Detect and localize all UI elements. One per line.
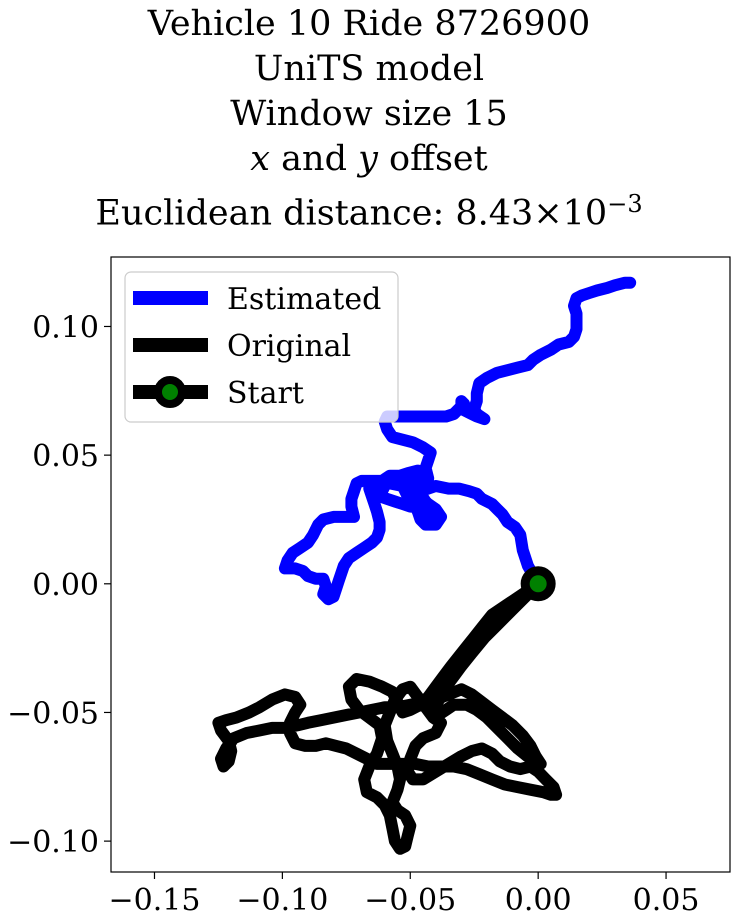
title-line-window: Window size 15 [230,94,508,134]
start-marker [520,566,556,602]
title-line-model: UniTS model [253,49,485,89]
x-tick-label: 0.05 [633,883,700,918]
y-tick-label: 0.05 [32,439,99,474]
title-power-exponent: −3 [607,190,643,218]
legend-label-start: Start [227,376,304,411]
y-tick-label: −0.10 [7,825,99,860]
title-power-base: 10 [562,193,608,234]
x-tick-label: 0.00 [505,883,572,918]
title-line-vehicle: Vehicle 10 Ride 8726900 [147,4,591,44]
series-line-estimated [278,276,637,606]
legend: Estimated Original Start [124,271,399,423]
legend-label-estimated: Estimated [227,282,381,317]
legend-label-original: Original [227,329,351,364]
axes-frame [110,256,731,873]
x-tick-label: −0.15 [109,883,201,918]
series-line-original [212,577,563,855]
legend-swatch-start-marker [154,376,186,408]
title-offset-word: offset [377,139,488,179]
title-and: and [270,139,359,179]
title-x-var: x [250,139,271,179]
y-axis: −0.10 −0.05 0.00 0.05 0.10 [7,310,111,860]
title-line-offset: x and y offset [0,137,738,182]
legend-box [124,271,399,423]
title-times-sign: × [533,193,563,234]
y-tick-label: −0.05 [7,696,99,731]
title-distance-text: Euclidean distance: 8.43 [95,193,534,234]
y-tick-label: 0.10 [32,310,99,345]
series-layer [212,276,637,855]
title-line-distance: Euclidean distance: 8.43×10−3 [0,182,738,237]
x-tick-label: −0.05 [364,883,456,918]
chart-title: Vehicle 10 Ride 8726900 UniTS model Wind… [0,2,738,237]
title-y-var: y [358,139,378,179]
y-tick-label: 0.00 [32,568,99,603]
x-tick-label: −0.10 [236,883,328,918]
x-axis: −0.15 −0.10 −0.05 0.00 0.05 [109,872,700,918]
